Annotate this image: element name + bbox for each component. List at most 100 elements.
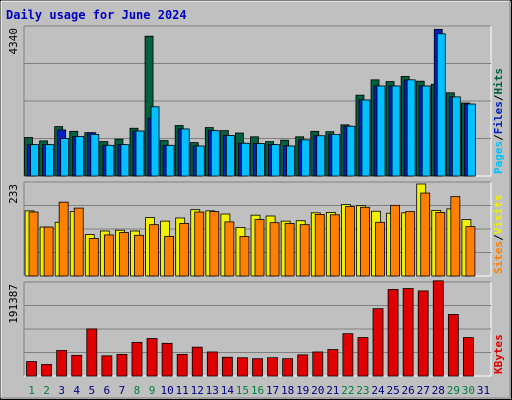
bar-sites-day-2 (43, 226, 54, 277)
bar-pages-day-25 (391, 85, 401, 177)
legend-files: Files (492, 101, 505, 134)
bar-pages-day-16 (256, 143, 265, 177)
x-tick-label: 14 (221, 384, 235, 397)
x-tick-label: 1 (28, 384, 35, 397)
x-tick-label: 3 (58, 384, 65, 397)
bar-sites-day-27 (420, 192, 431, 277)
bar-sites-day-4 (73, 207, 84, 277)
bar-sites-day-24 (375, 221, 385, 277)
bar-pages-day-10 (165, 144, 175, 177)
x-tick-label: 5 (88, 384, 95, 397)
bar-pages-day-8 (135, 130, 145, 177)
bar-pages-day-7 (120, 144, 130, 177)
bar-sites-day-18 (284, 223, 295, 277)
bar-kbytes-day-27 (417, 290, 429, 377)
chart-title: Daily usage for June 2024 (6, 8, 187, 22)
bar-sites-day-11 (179, 223, 190, 277)
bar-kbytes-day-3 (56, 350, 68, 377)
x-tick-label: 4 (73, 384, 80, 397)
x-tick-label: 28 (432, 384, 445, 397)
bar-kbytes-day-5 (86, 328, 98, 377)
bar-kbytes-day-29 (447, 314, 459, 377)
bar-kbytes-day-22 (342, 333, 354, 377)
legend-separator: / (492, 94, 505, 101)
x-tick-label: 2 (43, 384, 50, 397)
bar-pages-day-11 (180, 128, 190, 177)
bar-pages-day-2 (45, 144, 54, 177)
bar-sites-day-12 (194, 211, 205, 277)
x-tick-label: 21 (326, 384, 339, 397)
x-tick-label: 18 (281, 384, 294, 397)
bar-kbytes-day-13 (206, 351, 218, 377)
bar-kbytes-day-7 (116, 353, 128, 377)
bar-sites-day-8 (134, 234, 144, 277)
bar-kbytes-day-28 (432, 280, 444, 377)
bar-pages-day-20 (316, 135, 326, 177)
x-tick-label: 10 (160, 384, 173, 397)
bar-kbytes-day-12 (191, 346, 203, 377)
x-tick-label: 29 (447, 384, 460, 397)
bar-pages-day-21 (331, 133, 341, 177)
bar-pages-day-24 (376, 85, 386, 177)
bar-pages-day-30 (467, 103, 476, 177)
bar-kbytes-day-6 (101, 355, 113, 377)
x-tick-label: 24 (371, 384, 385, 397)
series-legend: KBytes (492, 334, 505, 374)
x-tick-label: 16 (251, 384, 264, 397)
bar-sites-day-16 (254, 219, 265, 277)
x-tick-label: 13 (206, 384, 219, 397)
bar-kbytes-day-25 (387, 289, 399, 377)
bar-pages-day-3 (60, 138, 70, 177)
bar-kbytes-day-8 (131, 341, 143, 377)
bar-kbytes-day-4 (71, 354, 83, 377)
bar-pages-day-26 (406, 79, 416, 177)
bar-pages-day-17 (271, 144, 280, 177)
bar-pages-day-18 (286, 145, 296, 177)
y-max-label: 4340 (7, 28, 20, 55)
x-tick-label: 20 (311, 384, 324, 397)
bar-sites-day-14 (224, 221, 235, 277)
bar-sites-day-15 (239, 236, 250, 277)
bar-sites-day-23 (360, 206, 370, 277)
bar-sites-day-20 (314, 214, 325, 277)
bar-sites-day-21 (329, 214, 340, 277)
bar-kbytes-day-16 (252, 358, 263, 377)
bar-kbytes-day-19 (297, 354, 309, 377)
legend-separator: / (492, 134, 505, 141)
legend-pages: Pages (492, 141, 505, 174)
bar-sites-day-13 (209, 211, 220, 277)
bar-kbytes-day-11 (176, 353, 188, 377)
bar-pages-day-5 (90, 133, 100, 177)
x-tick-label: 6 (104, 384, 111, 397)
bar-pages-day-1 (30, 144, 39, 177)
bar-pages-day-28 (436, 33, 446, 177)
bar-sites-day-19 (299, 224, 310, 277)
series-legend: Sites/Visits (492, 195, 505, 275)
bar-sites-day-7 (119, 232, 129, 277)
bar-pages-day-29 (451, 96, 461, 177)
bar-kbytes-day-9 (146, 338, 158, 377)
bar-pages-day-12 (195, 145, 205, 177)
x-tick-label: 30 (462, 384, 475, 397)
x-tick-label: 11 (176, 384, 189, 397)
series-legend: Pages/Files/Hits (492, 68, 505, 174)
x-tick-label: 12 (191, 384, 204, 397)
panel-3: 191387 KBytes (7, 280, 505, 377)
bar-pages-day-19 (301, 139, 311, 177)
bar-pages-day-27 (421, 85, 431, 177)
bar-kbytes-day-21 (327, 349, 339, 377)
bar-sites-day-17 (269, 222, 280, 277)
bar-kbytes-day-15 (237, 357, 248, 377)
bar-pages-day-13 (210, 130, 220, 177)
bar-sites-day-30 (465, 226, 476, 277)
bar-pages-day-22 (346, 125, 356, 177)
bar-kbytes-day-2 (41, 364, 52, 377)
bar-pages-day-6 (105, 144, 115, 177)
bar-sites-day-9 (149, 224, 159, 277)
bar-sites-day-6 (103, 234, 114, 277)
bar-pages-day-4 (75, 136, 85, 177)
x-tick-label: 25 (386, 384, 399, 397)
bar-kbytes-day-24 (372, 308, 384, 377)
bar-sites-day-25 (390, 204, 400, 277)
